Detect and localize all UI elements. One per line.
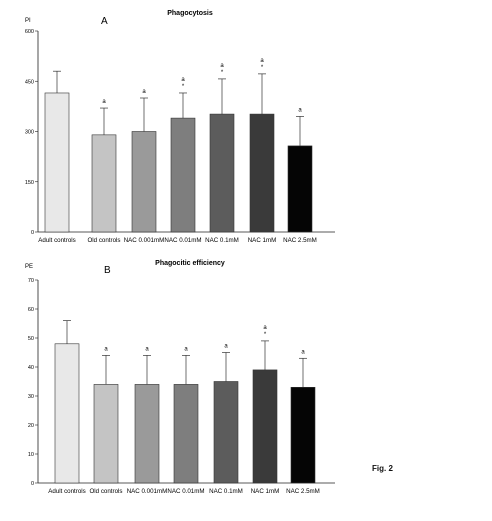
panel-b-significance-5-0: a [263,325,267,331]
panel-b-y-tick-label-6: 60 [28,307,34,313]
panel-a-y-tick-label-3: 450 [25,79,34,85]
panel-b-y-tick-label-3: 30 [28,394,34,400]
figure-label: Fig. 2 [372,464,393,473]
panel-b-category-label-0: Adult controls [48,488,86,495]
panel-a-bar-4 [209,113,235,233]
panel-b-significance-3-0: a [184,346,188,352]
panel-b-bar-6 [290,386,316,484]
panel-a-bar-6 [287,145,313,233]
panel-a-significance-1-0: a [102,99,106,105]
panel-a-category-label-6: NAC 2.5mM [283,237,317,244]
panel-b-significance-5-1: * [264,332,267,338]
panel-b-significance-1-0: a [104,346,108,352]
panel-a-significance-5-0: a [260,58,264,64]
panel-a-y-tick-label-2: 300 [25,130,34,136]
panel-b-category-label-6: NAC 2.5mM [286,488,320,495]
panel-a-significance-6-0: a [298,107,302,113]
panel-a-significance-4-0: a [220,63,224,69]
panel-a-bar-1 [91,134,117,233]
panel-b-title: Phagocitic efficiency [155,260,225,267]
panel-a-bar-0 [44,92,70,233]
panel-b-bar-3 [173,384,199,484]
panel-a-y-tick-label-4: 600 [25,29,34,35]
panel-a-significance-5-1: * [261,65,264,71]
panel-a-significance-3-0: a [181,77,185,83]
panel-a-bar-5 [249,113,275,233]
panel-b-category-label-1: Old controls [89,488,122,495]
panel-b-y-tick-label-7: 70 [28,278,34,284]
panel-b-y-axis-label: PE [25,264,33,270]
panel-a-category-label-4: NAC 0.1mM [205,237,239,244]
panel-a-y-tick-label-1: 150 [25,180,34,186]
panel-a-category-label-1: Old controls [87,237,120,244]
panel-b-bar-0 [54,343,80,484]
panel-b-y-tick-label-2: 20 [28,423,34,429]
panel-a-letter: A [101,16,108,27]
panel-b-significance-2-0: a [145,346,149,352]
panel-b-category-label-4: NAC 0.1mM [209,488,243,495]
panel-b-bar-5 [252,369,278,484]
panel-b-significance-4-0: a [224,344,228,350]
panel-a-significance-3-1: * [182,84,185,90]
panel-b-bar-1 [93,384,119,484]
panel-b-category-label-3: NAC 0.01mM [167,488,204,495]
panel-a-significance-4-1: * [221,70,224,76]
panel-b-y-tick-label-5: 50 [28,336,34,342]
panel-b-category-label-5: NAC 1mM [251,488,280,495]
panel-a-category-label-3: NAC 0.01mM [164,237,201,244]
panel-b-bar-4 [213,381,239,484]
panel-a-bar-3 [170,117,196,233]
panel-b-y-tick-label-1: 10 [28,452,34,458]
panel-a-category-label-0: Adult controls [38,237,76,244]
panel-b-letter: B [104,265,111,276]
panel-a-bar-2 [131,131,157,233]
panel-a-y-axis-label: PI [25,18,31,24]
panel-b-bar-2 [134,384,160,484]
panel-b-category-label-2: NAC 0.001mM [127,488,168,495]
panel-a-category-label-5: NAC 1mM [248,237,277,244]
panel-b-y-tick-label-4: 40 [28,365,34,371]
panel-a-category-label-2: NAC 0.001mM [124,237,165,244]
panel-a-title: Phagocytosis [167,10,213,17]
panel-b-significance-6-0: a [301,349,305,355]
panel-b-y-tick-label-0: 0 [31,481,34,487]
panel-a-significance-2-0: a [142,89,146,95]
panel-a-y-tick-label-0: 0 [31,230,34,236]
